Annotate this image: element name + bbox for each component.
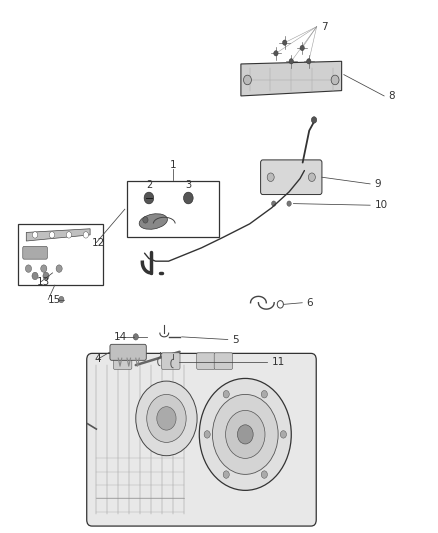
- Circle shape: [261, 391, 267, 398]
- Circle shape: [331, 75, 339, 85]
- Circle shape: [83, 232, 88, 238]
- Bar: [18, 224, 103, 285]
- Circle shape: [223, 391, 230, 398]
- Circle shape: [287, 201, 291, 206]
- Circle shape: [289, 59, 293, 64]
- Circle shape: [308, 173, 315, 181]
- Circle shape: [244, 75, 251, 85]
- Text: 13: 13: [36, 277, 49, 287]
- Circle shape: [43, 272, 49, 280]
- Circle shape: [157, 407, 176, 430]
- Text: 1: 1: [170, 160, 177, 170]
- Text: 14: 14: [114, 332, 127, 342]
- FancyBboxPatch shape: [113, 353, 132, 369]
- Circle shape: [226, 410, 265, 458]
- Text: 15: 15: [48, 295, 61, 304]
- Text: 12: 12: [92, 238, 105, 247]
- Circle shape: [56, 265, 62, 272]
- Circle shape: [267, 173, 274, 181]
- Circle shape: [25, 265, 32, 272]
- Circle shape: [311, 117, 317, 123]
- FancyBboxPatch shape: [87, 353, 316, 526]
- Circle shape: [212, 394, 278, 474]
- Bar: [127, 181, 219, 237]
- Circle shape: [300, 45, 304, 51]
- Circle shape: [147, 394, 186, 442]
- Circle shape: [41, 265, 47, 272]
- Circle shape: [184, 192, 193, 204]
- Circle shape: [223, 471, 230, 478]
- Circle shape: [272, 201, 276, 206]
- FancyBboxPatch shape: [214, 353, 233, 369]
- Text: 4: 4: [94, 354, 101, 364]
- Circle shape: [307, 59, 311, 64]
- Text: 2: 2: [146, 180, 152, 190]
- Circle shape: [280, 431, 286, 438]
- Circle shape: [136, 381, 197, 456]
- Text: 6: 6: [307, 298, 313, 308]
- Circle shape: [59, 296, 64, 303]
- FancyBboxPatch shape: [23, 246, 47, 259]
- FancyBboxPatch shape: [162, 353, 180, 369]
- Circle shape: [261, 471, 267, 478]
- Circle shape: [283, 40, 287, 45]
- Circle shape: [143, 217, 148, 223]
- Circle shape: [32, 272, 38, 280]
- Circle shape: [204, 431, 210, 438]
- Circle shape: [274, 51, 278, 56]
- Circle shape: [133, 334, 138, 340]
- Polygon shape: [26, 229, 90, 241]
- Text: 8: 8: [389, 91, 395, 101]
- Text: 11: 11: [272, 358, 285, 367]
- Text: 5: 5: [232, 335, 239, 344]
- Text: 10: 10: [374, 200, 388, 210]
- Circle shape: [32, 232, 38, 238]
- Circle shape: [144, 192, 154, 204]
- FancyBboxPatch shape: [197, 353, 215, 369]
- Circle shape: [49, 232, 55, 238]
- FancyBboxPatch shape: [261, 160, 322, 195]
- Circle shape: [237, 425, 253, 444]
- Text: 3: 3: [185, 180, 191, 190]
- Ellipse shape: [139, 214, 167, 229]
- Polygon shape: [241, 61, 342, 96]
- Circle shape: [199, 378, 291, 490]
- Circle shape: [66, 232, 71, 238]
- Text: 7: 7: [321, 22, 328, 31]
- Text: 9: 9: [374, 179, 381, 189]
- FancyBboxPatch shape: [110, 344, 146, 360]
